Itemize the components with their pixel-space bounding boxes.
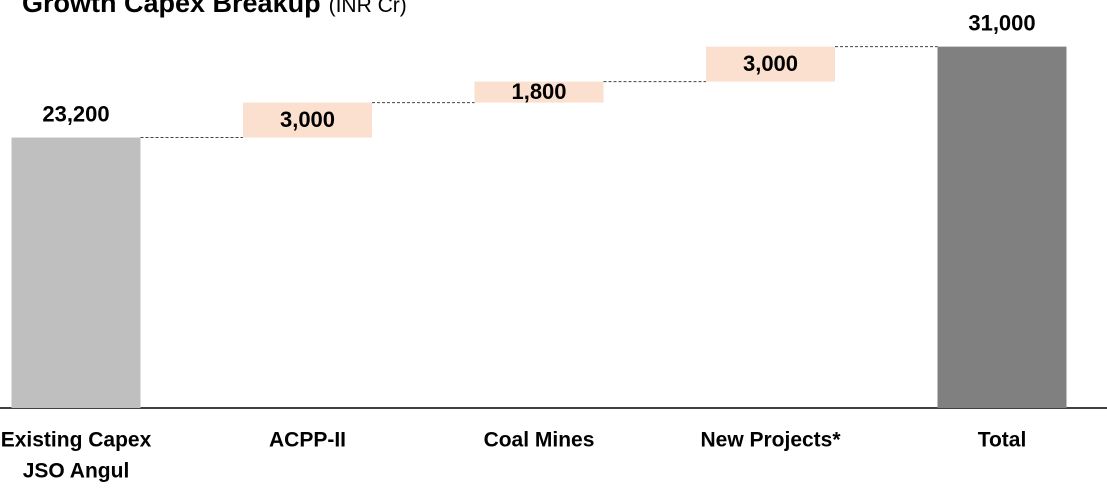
subtitle: (INR Cr) [329,0,407,17]
x-tick-label: Existing Capex [1,429,152,452]
value-label: 1,800 [511,79,566,104]
bar [937,46,1067,408]
chart-title: Growth Capex Breakup (INR Cr) [22,0,407,18]
bar [243,102,372,138]
value-label: 3,000 [280,107,335,132]
bar [706,46,835,82]
value-label: 3,000 [743,51,798,76]
title: Growth Capex Breakup [22,0,321,18]
value-label: 31,000 [968,10,1035,35]
x-tick-label: ACPP-II [269,429,346,452]
x-tick-label: Total [978,429,1027,452]
x-tick-label: New Projects* [700,429,841,452]
x-tick-label: JSO Angul [23,460,130,483]
bar [11,137,141,408]
value-label: 23,200 [42,101,109,126]
x-tick-label: Coal Mines [484,429,595,452]
bar [474,81,604,103]
